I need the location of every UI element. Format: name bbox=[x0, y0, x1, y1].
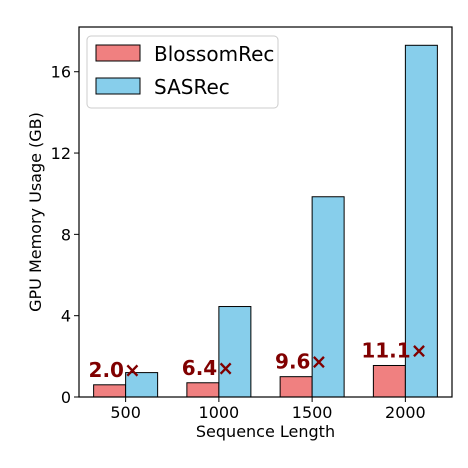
bar-sasrec-1000 bbox=[218, 306, 252, 398]
bars-layer bbox=[93, 44, 438, 398]
x-axis-ticks: 500 1000 1500 2000 bbox=[110, 397, 426, 422]
bar-blossomrec-1000 bbox=[186, 382, 220, 398]
plot-frame bbox=[78, 26, 453, 398]
ratio-label-2000: 11.1× bbox=[361, 338, 427, 362]
ratio-label-1500: 9.6× bbox=[275, 350, 327, 374]
legend-swatch-blossomrec bbox=[95, 44, 141, 62]
x-tick-label-1500: 1500 bbox=[292, 403, 333, 422]
ratio-labels: 2.0× 6.4× 9.6× 11.1× bbox=[89, 338, 428, 381]
y-tick-label-0: 0 bbox=[61, 388, 71, 407]
legend-label-blossomrec: BlossomRec bbox=[154, 42, 274, 66]
bar-sasrec-500 bbox=[125, 372, 159, 398]
legend-swatch-sasrec bbox=[95, 77, 141, 95]
legend-label-sasrec: SASRec bbox=[154, 75, 230, 99]
y-axis-ticks: 0 4 8 12 16 bbox=[51, 63, 79, 407]
bar-blossomrec-2000 bbox=[372, 364, 406, 398]
x-tick-label-500: 500 bbox=[110, 403, 141, 422]
y-tick-label-12: 12 bbox=[51, 144, 71, 163]
x-tick-label-2000: 2000 bbox=[385, 403, 426, 422]
y-axis-label: GPU Memory Usage (GB) bbox=[26, 112, 45, 312]
y-tick-label-16: 16 bbox=[51, 63, 71, 82]
ratio-label-1000: 6.4× bbox=[182, 356, 234, 380]
y-tick-label-8: 8 bbox=[61, 225, 71, 244]
y-tick-label-4: 4 bbox=[61, 307, 71, 326]
ratio-label-500: 2.0× bbox=[89, 358, 141, 382]
bar-blossomrec-1500 bbox=[279, 376, 313, 398]
x-tick-label-1000: 1000 bbox=[199, 403, 240, 422]
bar-blossomrec-500 bbox=[93, 384, 127, 398]
x-axis-label: Sequence Length bbox=[196, 422, 335, 441]
legend: BlossomRec SASRec bbox=[86, 35, 279, 109]
